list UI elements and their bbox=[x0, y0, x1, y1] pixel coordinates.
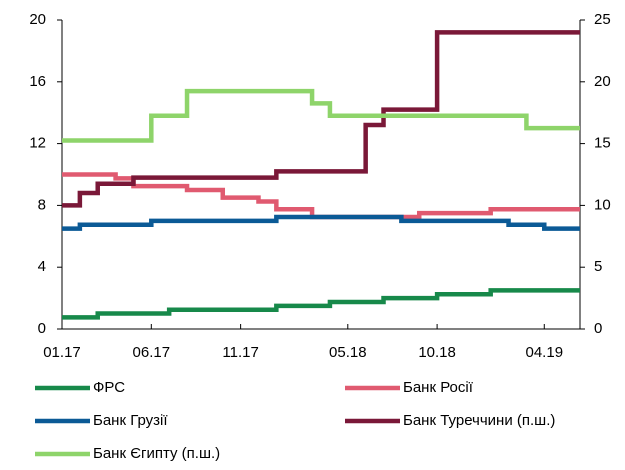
y2-tick-label: 0 bbox=[594, 320, 602, 337]
y2-tick-label: 25 bbox=[594, 11, 611, 28]
y-tick-label: 0 bbox=[38, 320, 46, 337]
series-line bbox=[62, 88, 580, 143]
y-tick-label: 4 bbox=[38, 258, 46, 275]
y2-tick-label: 5 bbox=[594, 258, 602, 275]
series-line bbox=[62, 288, 580, 320]
legend-label: Банк Грузії bbox=[93, 412, 168, 429]
series-line bbox=[62, 30, 580, 208]
y-tick-label: 12 bbox=[29, 135, 46, 152]
y2-tick-label: 15 bbox=[594, 135, 611, 152]
x-tick-label: 11.17 bbox=[222, 344, 258, 361]
x-tick-label: 10.18 bbox=[418, 344, 456, 361]
legend-label: ФРС bbox=[93, 379, 125, 396]
x-tick-label: 04.19 bbox=[526, 344, 564, 361]
series-line bbox=[62, 172, 580, 220]
y-tick-label: 16 bbox=[29, 73, 46, 90]
x-tick-label: 05.18 bbox=[329, 344, 367, 361]
legend-label: Банк Туреччини (п.ш.) bbox=[403, 412, 555, 429]
x-tick-label: 01.17 bbox=[43, 344, 81, 361]
legend-label: Банк Росії bbox=[403, 379, 474, 396]
series-line bbox=[62, 214, 580, 231]
legend-label: Банк Єгипту (п.ш.) bbox=[93, 445, 220, 462]
x-tick-label: 06.17 bbox=[133, 344, 171, 361]
y-tick-label: 8 bbox=[38, 196, 46, 213]
y2-tick-label: 20 bbox=[594, 73, 611, 90]
y-tick-label: 20 bbox=[29, 11, 46, 28]
y2-tick-label: 10 bbox=[594, 196, 611, 213]
